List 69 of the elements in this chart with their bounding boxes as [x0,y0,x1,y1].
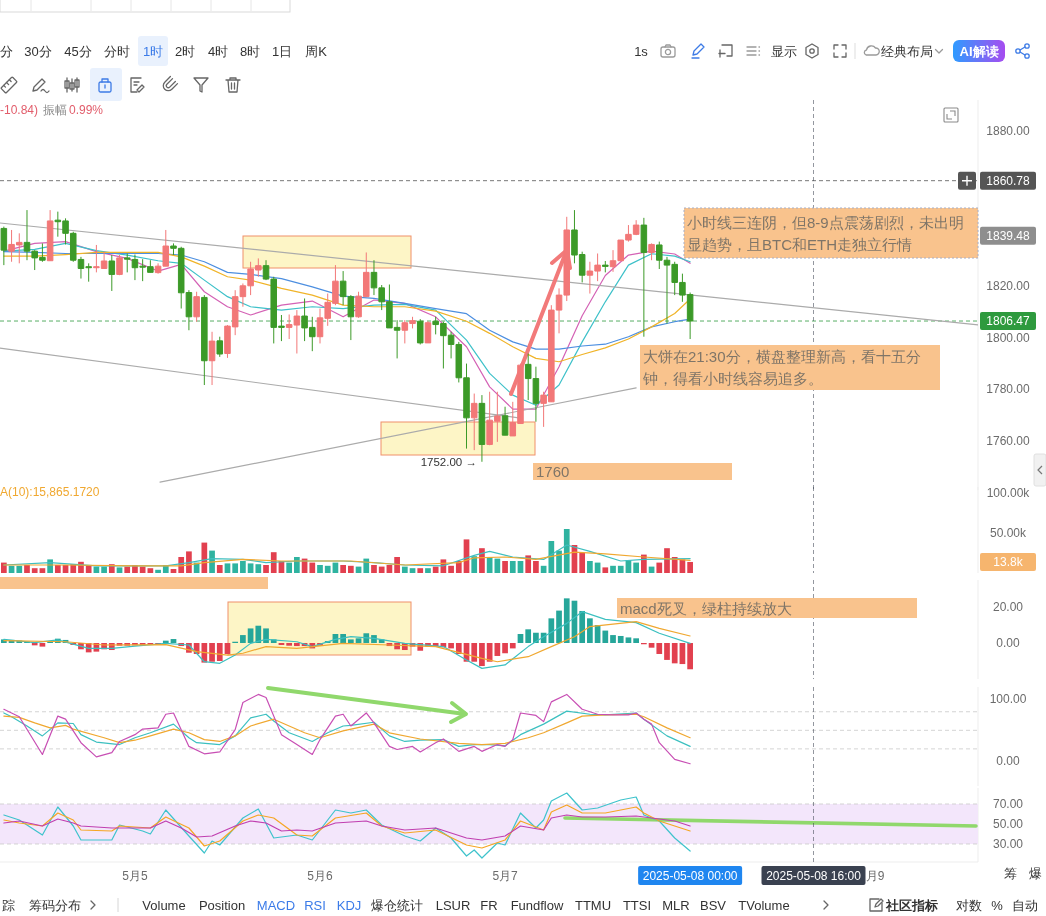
text: 分 [0,44,13,59]
y-tick-label: 50.00 [992,817,1024,831]
y-tick-label: 1820.00 [986,279,1031,294]
y-tick-label: 20.00 [992,600,1024,614]
text: FR [480,898,498,913]
x-tick-label: 5月6 [307,869,333,883]
text: 对数 [956,898,982,913]
annotation: 大饼在21:30分，横盘整理新高，看十五分钟，得看小时线容易追多。 [642,348,921,387]
annotation: 1760 [536,463,570,480]
text: 8时 [239,44,261,59]
text: A(10):15,865.1720 [0,485,100,499]
text: Position [198,898,246,913]
x-tick-label: 月9 [865,869,885,883]
text: TVolume [738,898,790,913]
y-tick-label: 0.00 [996,636,1020,650]
text: 经典布局 [881,44,933,59]
annotation: -10.84) [0,103,39,117]
text: 4时 [207,44,229,59]
x-tick-label: 2025-05-08 00:00 [642,869,738,883]
y-tick-label: 100.00 [989,692,1027,707]
x-tick-label: 5月7 [492,869,519,883]
text: LSUR [435,898,471,913]
annotation: 0.99% [69,103,104,117]
y-tick-label: 50.00k [989,526,1028,540]
text: 2时 [174,44,196,59]
text: 自动 [1012,898,1038,913]
ref-line-label: 1806.47 [986,314,1031,329]
annotation: 振幅 [43,103,67,117]
y-tick-label: 1760.00 [986,434,1031,449]
text: 1时 [142,44,164,59]
text: 筹 [1003,866,1017,881]
text: Fundflow [510,898,564,913]
text: 社区指标 [885,898,938,913]
y-tick-label: 1880.00 [986,124,1031,139]
text: 30分 [24,44,52,59]
text: 45分 [64,44,92,59]
text: 显示 [771,44,797,59]
annotation: 1752.00 → [420,455,477,468]
text: MACD [256,898,296,913]
text: 分时 [104,44,130,59]
text: 1日 [271,44,293,59]
y-tick-label: 0.00 [996,754,1020,769]
text: % [991,898,1004,913]
text: BSV [699,898,727,913]
text: KDJ [336,898,362,913]
ref-line-label: 1860.78 [986,173,1031,188]
text: 爆 [1028,866,1042,881]
annotation: 小时线三连阴，但8-9点震荡剧烈，未出明显趋势，且BTC和ETH走独立行情 [687,213,964,253]
y-tick-label: 30.00 [992,837,1024,851]
y-tick-label: 70.00 [992,797,1024,811]
x-tick-label: 5月5 [122,869,148,883]
text: AI解读 [959,44,999,59]
text: 1s [634,44,649,59]
text: TTMU [574,898,612,913]
annotation: macd死叉，绿柱持续放大 [620,599,792,617]
text: 爆仓统计 [371,898,423,913]
text: 筹码分布 [29,898,81,913]
text: 踪 [1,898,15,913]
ref-line-label: 2025-05-08 16:00 [766,869,862,883]
text: 周K [305,44,328,59]
text: Volume [142,898,186,913]
y-tick-label: 1800.00 [986,330,1031,345]
y-tick-label: 1839.48 [986,228,1031,243]
y-tick-label: 100.00k [986,486,1031,500]
y-tick-label: 13.8k [993,554,1024,569]
text: RSI [304,898,326,913]
text: MLR [662,898,690,913]
y-tick-label: 1780.00 [986,382,1031,397]
text: TTSI [622,898,652,913]
